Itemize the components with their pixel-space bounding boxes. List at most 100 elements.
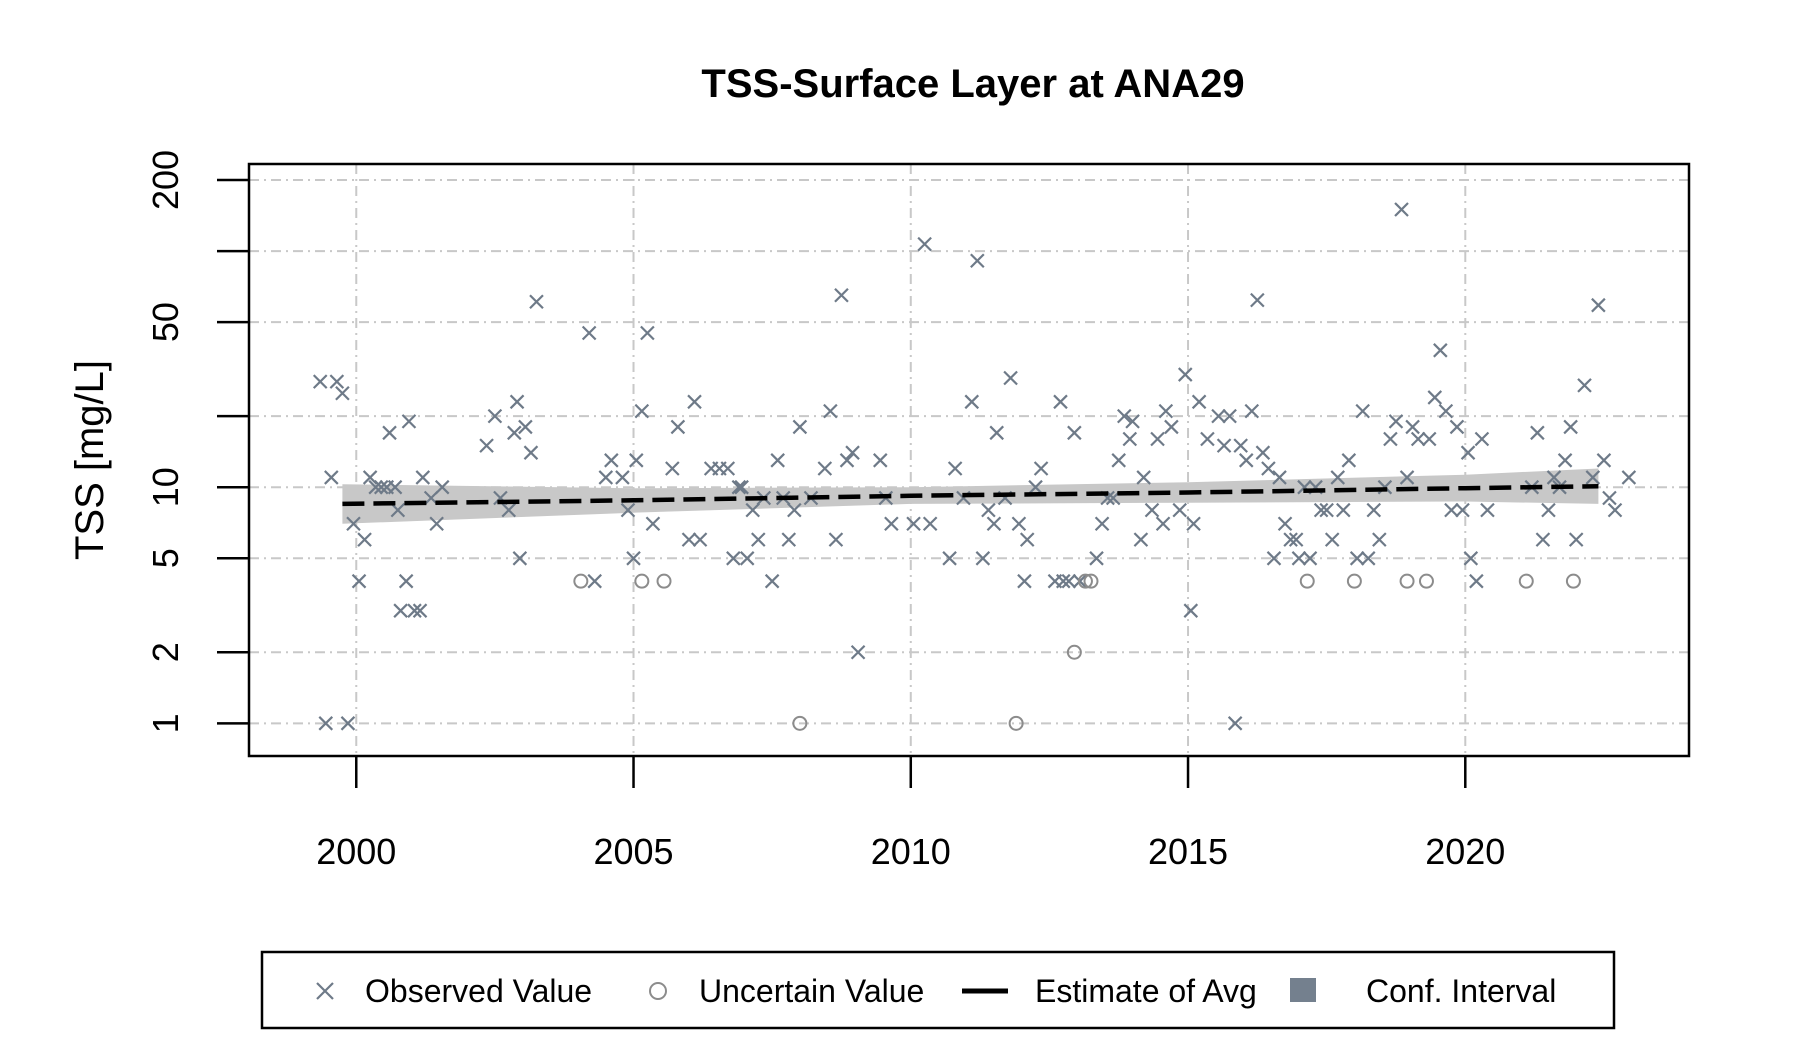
observed-point: [1330, 470, 1346, 485]
observed-point: [1341, 453, 1357, 468]
observed-point: [518, 419, 533, 435]
observed-point: [1607, 502, 1623, 518]
observed-point: [1557, 453, 1573, 468]
observed-point: [1541, 502, 1556, 518]
observed-point: [687, 394, 702, 410]
observed-point: [407, 603, 422, 618]
observed-point: [731, 479, 747, 495]
observed-point: [1233, 438, 1248, 453]
observed-point: [845, 445, 860, 460]
observed-point: [1158, 403, 1174, 419]
y-tick-label: 200: [145, 150, 186, 210]
observed-point: [1585, 470, 1601, 485]
observed-point: [1455, 502, 1470, 518]
observed-point: [401, 414, 417, 429]
observed-point: [726, 551, 741, 566]
observed-point: [1222, 408, 1237, 424]
observed-point: [734, 479, 749, 495]
observed-point: [509, 394, 525, 410]
observed-point: [1360, 551, 1376, 566]
observed-point: [1122, 431, 1138, 447]
observed-point: [792, 419, 808, 435]
observed-point: [751, 532, 766, 547]
observed-point: [1291, 551, 1307, 566]
observed-point: [1433, 343, 1448, 358]
observed-point: [873, 453, 888, 468]
observed-point: [781, 532, 797, 547]
observed-point: [1591, 297, 1606, 313]
observed-point: [1355, 403, 1370, 419]
x-tick-label: 2005: [593, 831, 673, 872]
observed-point: [1019, 532, 1035, 547]
observed-point: [989, 425, 1005, 441]
observed-point: [970, 253, 985, 269]
x-tick-label: 2015: [1148, 831, 1228, 872]
observed-point: [1227, 716, 1243, 731]
observed-point: [1089, 551, 1104, 566]
uncertain-point: [1346, 573, 1362, 589]
observed-point: [1125, 414, 1140, 429]
observed-point: [1191, 394, 1207, 410]
observed-point: [1255, 445, 1271, 460]
observed-point: [1155, 516, 1171, 532]
observed-point: [1177, 367, 1193, 382]
observed-point: [1577, 378, 1592, 393]
y-tick-label: 5: [145, 548, 186, 568]
observed-point: [739, 551, 755, 566]
observed-point: [1094, 516, 1110, 532]
observed-point: [986, 516, 1002, 532]
observed-point: [329, 374, 345, 389]
observed-point: [598, 470, 614, 485]
observed-point: [640, 325, 655, 341]
observed-point: [1449, 419, 1465, 435]
observed-point: [1136, 470, 1151, 485]
legend-label-observed: Observed Value: [365, 973, 592, 1009]
observed-point: [501, 502, 517, 518]
observed-point: [1172, 502, 1187, 518]
observed-point: [1366, 502, 1382, 518]
observed-point: [626, 551, 641, 566]
observed-point: [398, 573, 414, 589]
observed-point: [1164, 419, 1179, 435]
observed-point: [1244, 403, 1260, 419]
observed-point: [1186, 516, 1201, 532]
observed-point: [1563, 419, 1578, 435]
observed-point: [1568, 532, 1584, 547]
observed-point: [1011, 516, 1027, 532]
observed-point: [670, 419, 686, 435]
observed-point: [1053, 394, 1068, 410]
observed-point: [620, 502, 636, 518]
observed-point: [1133, 532, 1149, 547]
observed-point: [1061, 573, 1077, 589]
observed-point: [1183, 603, 1199, 618]
observed-point: [415, 470, 431, 485]
observed-point: [393, 603, 408, 618]
observed-point: [1602, 490, 1617, 506]
observed-point: [1336, 502, 1351, 518]
observed-point: [1546, 470, 1562, 485]
observed-point: [368, 479, 383, 495]
observed-point: [373, 479, 389, 495]
observed-point: [922, 516, 938, 532]
grid: [249, 164, 1689, 756]
observed-point: [975, 551, 991, 566]
uncertain-point: [1008, 715, 1024, 731]
observed-point: [764, 573, 780, 589]
observed-point: [1250, 292, 1265, 308]
observed-point: [834, 287, 849, 303]
observed-point: [1003, 370, 1018, 386]
observed-point: [828, 532, 844, 547]
x-tick-label: 2010: [871, 831, 951, 872]
observed-point: [645, 516, 661, 532]
uncertain-point: [792, 715, 808, 731]
uncertain-point: [634, 573, 650, 589]
y-axis: 1 2 5 10 50 200: [145, 150, 249, 733]
observed-point: [1028, 479, 1043, 495]
observed-point: [1444, 502, 1459, 518]
observed-point: [964, 394, 980, 410]
observed-point: [1480, 502, 1495, 518]
observed-point: [507, 425, 522, 441]
y-axis-label: TSS [mg/L]: [68, 360, 112, 560]
uncertain-point: [656, 573, 672, 589]
